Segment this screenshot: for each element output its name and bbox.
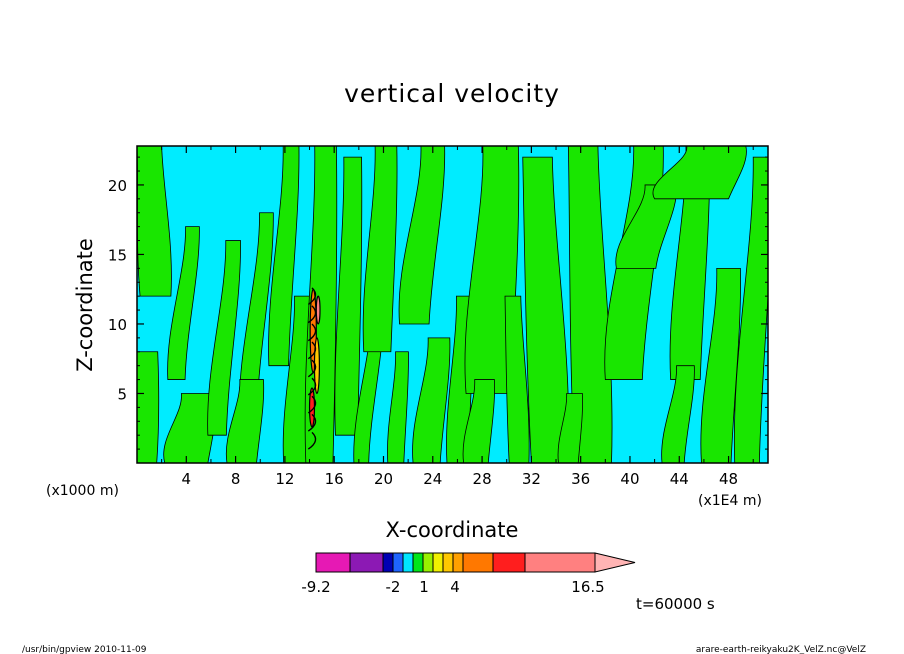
footer-right: arare-earth-reikyaku2K_VelZ.nc@VelZ: [696, 645, 866, 654]
colorbar-segment: [442, 552, 454, 573]
colorbar-label: 16.5: [571, 578, 604, 596]
y-axis: 5 10 15 20: [108, 156, 768, 450]
updraft-region: [412, 337, 451, 463]
colorbar-segment: [412, 552, 424, 573]
contour-line: [307, 341, 317, 360]
colorbar-segment: [432, 552, 444, 573]
strong-updraft-core: [313, 337, 320, 395]
updraft-region: [207, 240, 241, 436]
x-axis: 4 8 12 16 20 24 28 32 36 40 44 48: [161, 146, 754, 488]
updraft-region: [462, 379, 495, 463]
contour-line: [307, 323, 317, 342]
updraft-region: [700, 267, 741, 463]
updraft-region: [504, 295, 530, 463]
x-unit-right: (x1E4 m): [698, 493, 762, 509]
x-tick-label: 32: [522, 470, 541, 488]
chart-title: vertical velocity: [344, 79, 560, 108]
plot-frame: [136, 145, 769, 464]
y-tick-label: 20: [108, 177, 127, 195]
updraft-region: [225, 379, 265, 463]
x-tick-label: 48: [719, 470, 738, 488]
colorbar-label: 4: [450, 578, 460, 596]
colorbar-extend-arrow: [594, 552, 636, 573]
x-tick-label: 44: [670, 470, 689, 488]
y-tick-label: 15: [108, 246, 127, 264]
x-unit-left: (x1000 m): [46, 483, 119, 499]
updraft-region: [522, 156, 570, 463]
contour-line: [307, 287, 317, 306]
x-tick-label: 4: [182, 470, 192, 488]
updraft-region: [238, 212, 274, 422]
colorbar-segment: [402, 552, 414, 573]
colorbar-segment: [452, 552, 464, 573]
plot-area: [136, 145, 769, 464]
updraft-region: [398, 146, 446, 325]
contour-line: [307, 377, 317, 396]
x-tick-label: 36: [571, 470, 590, 488]
updraft-region: [733, 156, 768, 463]
contour-line: [307, 413, 317, 432]
contour-line: [307, 431, 317, 450]
updraft-region: [163, 393, 217, 463]
colorbar-label: -9.2: [301, 578, 330, 596]
x-axis-label: X-coordinate: [386, 518, 519, 542]
y-tick-label: 10: [108, 316, 127, 334]
updraft-region: [669, 146, 711, 380]
colorbar-segment: [382, 552, 394, 573]
x-tick-label: 12: [275, 470, 294, 488]
footer-left: /usr/bin/gpview 2010-11-09: [22, 645, 147, 654]
updraft-region: [268, 146, 300, 367]
updraft-region: [661, 365, 695, 463]
velocity-field: [137, 146, 768, 463]
time-label: t=60000 s: [636, 595, 715, 613]
updraft-region: [652, 146, 747, 200]
updraft-region: [167, 226, 200, 380]
x-tick-label: 20: [374, 470, 393, 488]
colorbar-label: 1: [419, 578, 429, 596]
updraft-region: [137, 351, 160, 463]
x-tick-label: 40: [620, 470, 639, 488]
contour-line: [307, 305, 317, 324]
x-tick-label: 24: [423, 470, 442, 488]
colorbar-segment: [392, 552, 404, 573]
colorbar-labels: -9.2 -2 1 4 16.5: [301, 578, 604, 596]
colorbar-segment: [349, 552, 384, 573]
colorbar: [315, 552, 636, 573]
x-tick-label: 28: [473, 470, 492, 488]
contour-line: [307, 359, 317, 378]
x-tick-label: 16: [325, 470, 344, 488]
y-tick-label: 5: [117, 385, 127, 403]
colorbar-segment: [315, 552, 351, 573]
strong-updraft-core: [315, 295, 321, 325]
colorbar-segment: [422, 552, 434, 573]
contour-line: [307, 395, 317, 414]
colorbar-label: -2: [386, 578, 401, 596]
updraft-region: [334, 156, 363, 436]
x-tick-label: 8: [231, 470, 241, 488]
colorbar-segment: [462, 552, 494, 573]
updraft-region: [387, 351, 409, 463]
updraft-region: [362, 146, 398, 353]
updraft-region: [557, 393, 583, 463]
colorbar-segment: [492, 552, 526, 573]
y-axis-label: Z-coordinate: [73, 238, 97, 372]
colorbar-segment: [524, 552, 596, 573]
